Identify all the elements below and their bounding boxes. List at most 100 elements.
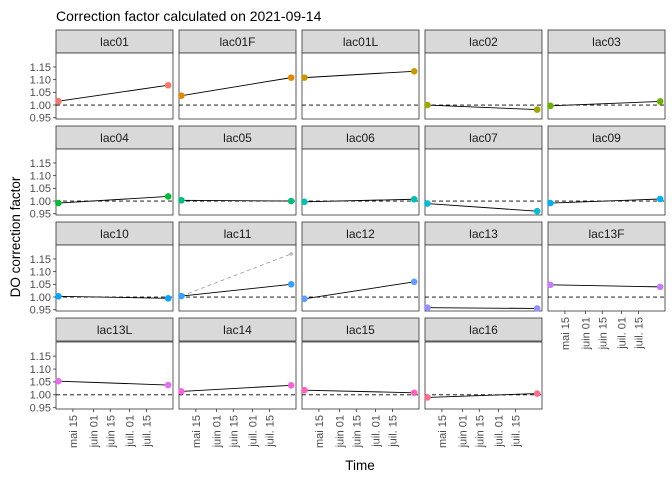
x-tick-label: juil. 15 xyxy=(633,317,645,350)
y-tick-label: 0.95 xyxy=(30,209,51,221)
y-tick-label: 1.15 xyxy=(30,62,51,74)
series-line xyxy=(58,380,169,386)
facet-panel-lac01: lac01 0.951.001.051.101.15 xyxy=(30,29,174,125)
series-line xyxy=(181,77,292,97)
y-tick-label: 0.95 xyxy=(30,113,51,125)
series-line xyxy=(427,307,538,309)
dashed-trend-point xyxy=(289,252,293,256)
x-tick-label: juin 15 xyxy=(351,415,363,448)
series-line xyxy=(304,198,415,203)
y-tick-label: 1.00 xyxy=(30,390,51,402)
data-point xyxy=(164,193,172,200)
data-point xyxy=(55,97,62,105)
series-line xyxy=(181,199,292,202)
data-point xyxy=(178,388,185,395)
x-tick-label: juin 15 xyxy=(597,317,609,350)
series-line xyxy=(550,101,661,107)
y-tick-label: 1.05 xyxy=(30,183,51,195)
x-tick-label: juil. 01 xyxy=(371,415,383,448)
panel-border xyxy=(424,148,543,216)
data-point xyxy=(301,386,308,394)
panel-border xyxy=(547,244,666,312)
strip-label: lac10 xyxy=(100,227,129,241)
panel-border xyxy=(55,52,174,120)
strip-label: lac16 xyxy=(469,323,498,337)
strip-label: lac13L xyxy=(97,323,133,337)
facet-panel-lac13L: lac13L 0.951.001.051.101.15 mai 15 juin 01 j… xyxy=(30,317,174,448)
strip-label: lac14 xyxy=(223,323,252,337)
data-point xyxy=(287,74,295,81)
facet-panel-lac04: lac04 0.951.001.051.101.15 xyxy=(30,125,174,221)
x-tick-label: juil. 01 xyxy=(617,317,629,350)
panel-border xyxy=(55,341,174,410)
facet-panel-lac15: lac15 mai 15 juin 01 juin 15 juil. 01 juil. 1… xyxy=(301,317,420,448)
facet-panel-lac03: lac03 xyxy=(547,29,666,120)
data-point xyxy=(410,389,418,397)
strip-label: lac12 xyxy=(346,227,375,241)
y-tick-label: 1.15 xyxy=(30,158,51,170)
strip-background xyxy=(424,317,543,342)
series-line xyxy=(304,70,415,79)
x-tick-label: juin 15 xyxy=(474,415,486,448)
x-axis-title: Time xyxy=(345,458,375,473)
panel-border xyxy=(301,244,420,312)
facet-panel-lac09: lac09 xyxy=(547,125,666,216)
data-point xyxy=(656,98,664,105)
data-point xyxy=(410,278,418,286)
x-tick-label: juin 01 xyxy=(457,415,469,448)
panel-border xyxy=(301,341,420,410)
strip-label: lac01 xyxy=(100,35,129,49)
chart-title: Correction factor calculated on 2021-09-… xyxy=(56,8,322,24)
x-tick-label: juin 01 xyxy=(334,415,346,448)
facet-panel-lac12: lac12 xyxy=(301,221,420,312)
data-point xyxy=(287,197,295,205)
data-point xyxy=(533,207,541,215)
data-point xyxy=(164,381,172,389)
panel-border xyxy=(547,52,666,120)
strip-label: lac01L xyxy=(343,35,379,49)
data-point xyxy=(178,196,185,204)
x-tick-label: juin 01 xyxy=(580,317,592,350)
data-point xyxy=(547,102,554,110)
panel-border xyxy=(55,244,174,312)
strip-label: lac11 xyxy=(224,227,252,241)
x-tick-label: juil. 01 xyxy=(125,415,137,448)
strip-label: lac04 xyxy=(100,131,129,145)
data-point xyxy=(424,101,431,109)
series-line xyxy=(427,393,538,398)
data-point xyxy=(55,199,62,207)
series-line xyxy=(427,203,538,212)
y-tick-label: 1.10 xyxy=(30,266,51,278)
strip-label: lac03 xyxy=(592,35,621,49)
y-tick-label: 0.95 xyxy=(30,403,51,415)
y-tick-label: 1.10 xyxy=(30,170,51,182)
y-tick-label: 1.00 xyxy=(30,100,51,112)
data-point xyxy=(410,67,418,75)
panel-border xyxy=(178,148,297,216)
strip-label: lac07 xyxy=(469,131,498,145)
panel-border xyxy=(424,341,543,410)
series-line xyxy=(181,283,292,297)
strip-label: lac05 xyxy=(223,131,252,145)
y-tick-label: 0.95 xyxy=(30,305,51,317)
x-tick-label: mai 15 xyxy=(314,415,326,448)
data-point xyxy=(424,200,431,207)
strip-background xyxy=(178,317,297,342)
panel-border xyxy=(547,148,666,216)
data-point xyxy=(178,292,185,300)
strip-background xyxy=(301,317,420,342)
facet-panel-lac16: lac16 mai 15 juin 01 juin 15 juil. 01 juil. 1… xyxy=(424,317,543,448)
facet-panel-lac01F: lac01F xyxy=(178,29,297,120)
panel-border xyxy=(301,148,420,216)
series-line xyxy=(58,295,169,299)
x-tick-label: mai 15 xyxy=(437,415,449,448)
facet-panel-lac13F: lac13F mai 15 juin 01 juin 15 juil. 01 juil. … xyxy=(547,221,666,350)
series-line xyxy=(550,284,661,288)
y-tick-label: 1.00 xyxy=(30,292,51,304)
x-tick-label: juil. 01 xyxy=(248,415,260,448)
data-point xyxy=(164,295,172,302)
y-tick-label: 1.10 xyxy=(30,364,51,376)
data-point xyxy=(547,199,554,207)
y-axis-title: DO correction factor xyxy=(8,176,23,297)
